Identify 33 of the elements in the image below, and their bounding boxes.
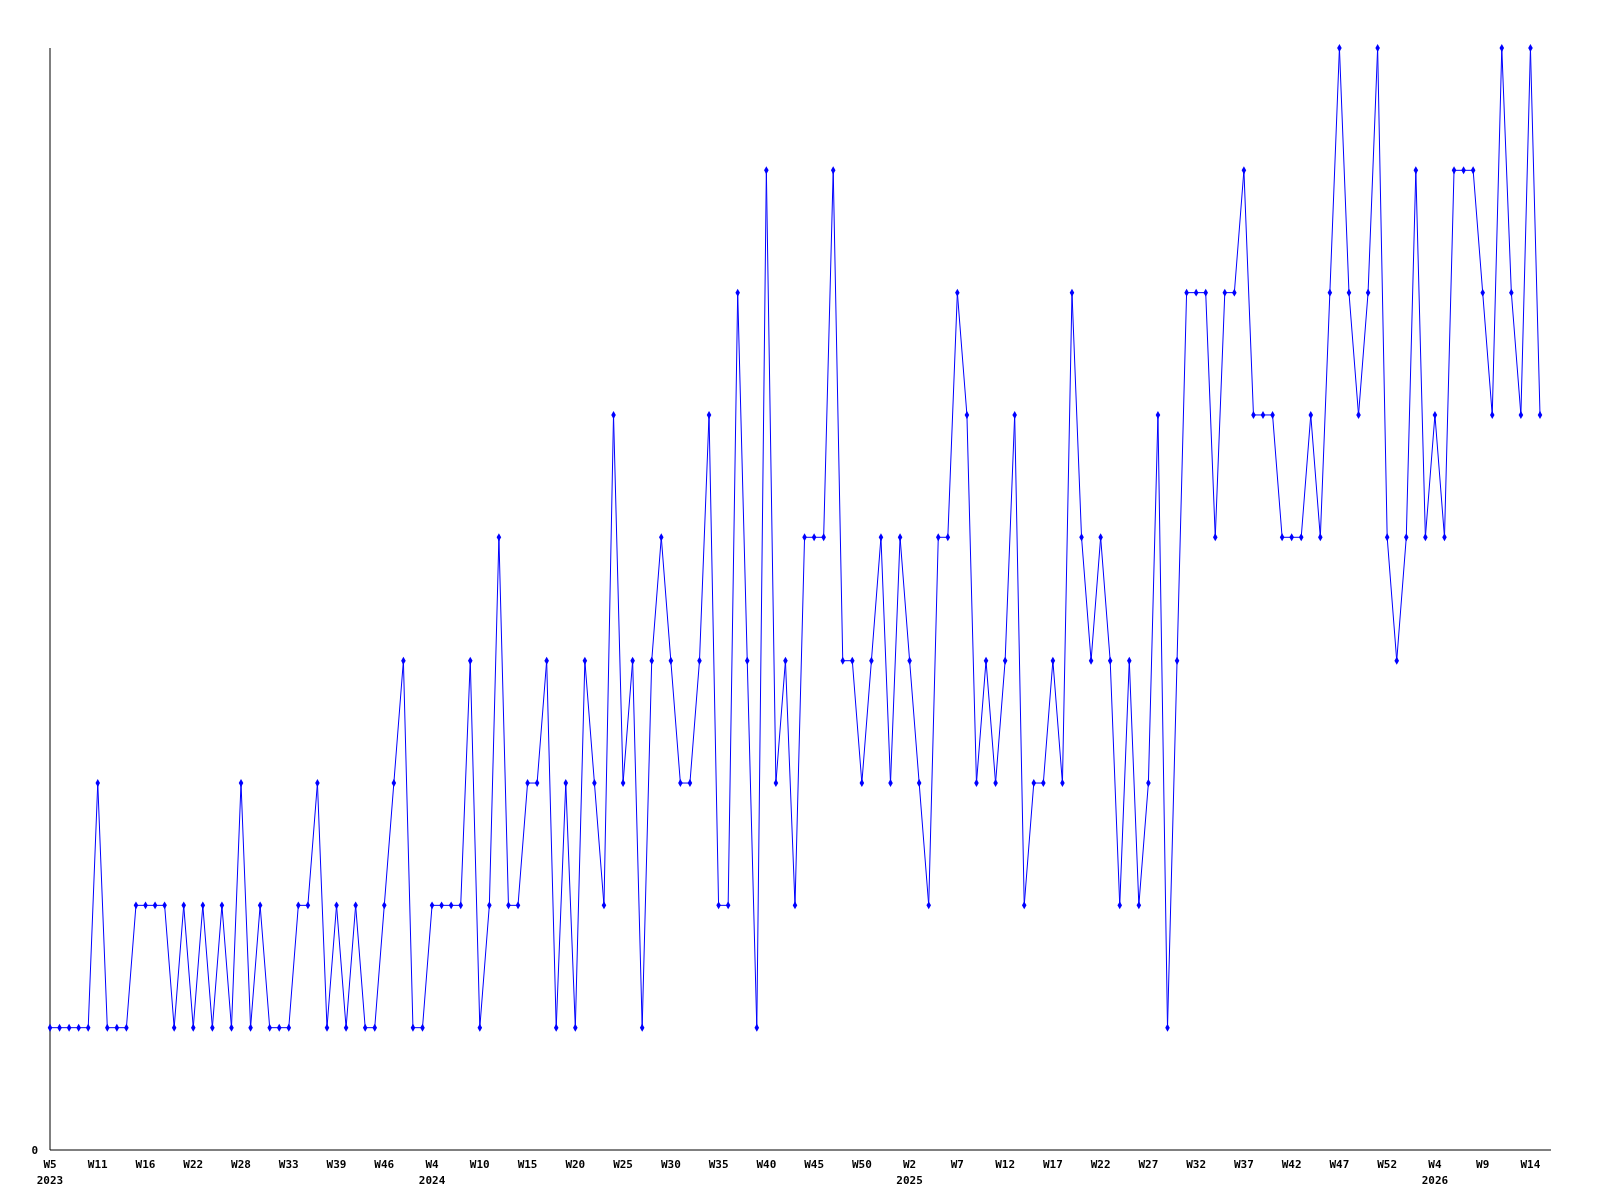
x-tick-label: W2 2025 xyxy=(896,1158,923,1187)
x-tick-label: W45 xyxy=(804,1158,825,1171)
x-tick-label: W11 xyxy=(87,1158,109,1171)
x-tick-label: W12 xyxy=(995,1158,1016,1171)
x-tick-label: W50 xyxy=(851,1158,872,1171)
x-tick-label: W47 xyxy=(1329,1158,1350,1171)
x-tick-label: W39 xyxy=(326,1158,347,1171)
x-tick-label: W35 xyxy=(708,1158,729,1171)
text: 0 xyxy=(31,1144,38,1157)
x-tick-label: W37 xyxy=(1233,1158,1254,1171)
x-tick-label: W4 2024 xyxy=(418,1158,446,1187)
x-tick-label: W46 xyxy=(374,1158,395,1171)
x-tick-label: W32 xyxy=(1186,1158,1207,1171)
x-tick-label: W52 xyxy=(1377,1158,1398,1171)
x-tick-label: W33 xyxy=(278,1158,299,1171)
x-tick-label: W30 xyxy=(660,1158,681,1171)
x-tick-label: W20 xyxy=(565,1158,586,1171)
x-tick-label: W22 xyxy=(1090,1158,1111,1171)
x-tick-label: W10 xyxy=(469,1158,490,1171)
x-tick-label: W7 xyxy=(950,1158,964,1171)
x-tick-label: W5 2023 xyxy=(36,1158,64,1187)
x-tick-label: W17 xyxy=(1042,1158,1063,1171)
x-tick-label: W28 xyxy=(231,1158,251,1171)
x-tick-label: W42 xyxy=(1281,1158,1302,1171)
x-tick-label: W40 xyxy=(756,1158,777,1171)
x-tick-label: W27 xyxy=(1138,1158,1159,1171)
x-tick-label: W22 xyxy=(183,1158,204,1171)
x-tick-label: W15 xyxy=(517,1158,538,1171)
x-tick-label: W25 xyxy=(613,1158,634,1171)
x-tick-label: W9 xyxy=(1476,1158,1490,1171)
x-tick-label: W16 xyxy=(135,1158,156,1171)
x-tick-label: W4 2026 xyxy=(1421,1158,1449,1187)
x-tick-label: W14 xyxy=(1520,1158,1541,1171)
